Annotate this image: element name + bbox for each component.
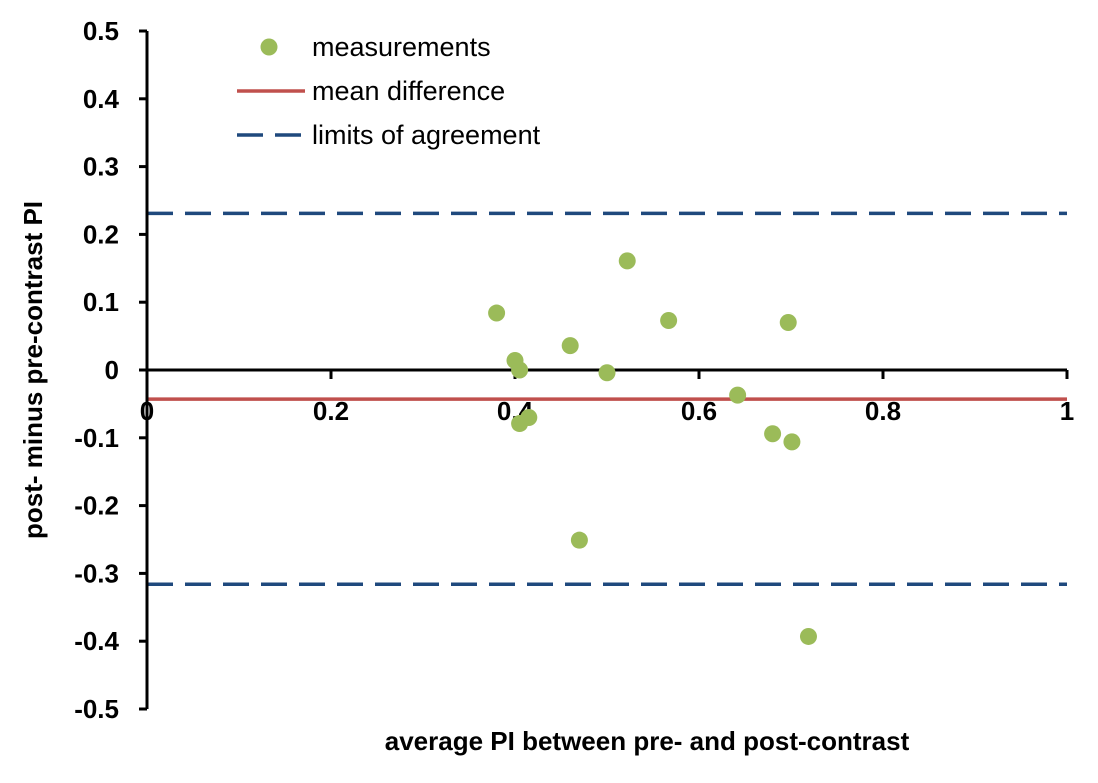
legend-measurements-marker <box>260 38 278 56</box>
y-axis-title: post- minus pre-contrast PI <box>18 201 48 539</box>
measurement-point <box>570 531 588 549</box>
measurement-point <box>520 408 538 426</box>
measurement-point <box>729 386 747 404</box>
y-tick-label: 0.3 <box>83 152 119 182</box>
legend: measurements mean difference limits of agr… <box>237 32 541 150</box>
measurement-point <box>488 304 506 322</box>
legend-label: measurements <box>312 32 491 62</box>
x-axis-title: average PI between pre- and post-contras… <box>385 726 910 756</box>
legend-label: limits of agreement <box>312 120 541 150</box>
measurement-point <box>779 314 797 332</box>
measurement-point <box>598 364 616 382</box>
measurement-point <box>561 337 579 355</box>
measurement-point <box>764 425 782 443</box>
x-tick-label: 0.2 <box>313 396 349 426</box>
y-tick-label: -0.2 <box>74 491 119 521</box>
x-tick-label: 1 <box>1060 396 1074 426</box>
measurement-point <box>799 627 817 645</box>
y-tick-label: -0.5 <box>74 694 119 724</box>
y-tick-label: 0.4 <box>83 84 120 114</box>
y-tick-label: 0.2 <box>83 219 119 249</box>
measurement-point <box>660 312 678 330</box>
y-tick-label: -0.4 <box>74 626 119 656</box>
measurement-point <box>783 433 801 451</box>
reference-lines <box>147 211 1067 586</box>
data-points <box>488 252 817 645</box>
y-tick-label: -0.1 <box>74 423 119 453</box>
y-tick-label: 0.1 <box>83 287 119 317</box>
measurement-point <box>618 252 636 270</box>
y-tick-label: -0.3 <box>74 558 119 588</box>
x-tick-label: 0 <box>140 396 154 426</box>
y-tick-label: 0 <box>105 355 119 385</box>
y-tick-label: 0.5 <box>83 16 119 46</box>
axes: 0.5 0.4 0.3 0.2 0.1 0 -0.1 -0.2 -0.3 -0.4 -0.5 0 0.2… <box>74 16 1074 724</box>
x-tick-label: 0.8 <box>865 396 901 426</box>
legend-label: mean difference <box>312 76 505 106</box>
x-tick-label: 0.6 <box>681 396 717 426</box>
measurement-point <box>511 361 529 379</box>
